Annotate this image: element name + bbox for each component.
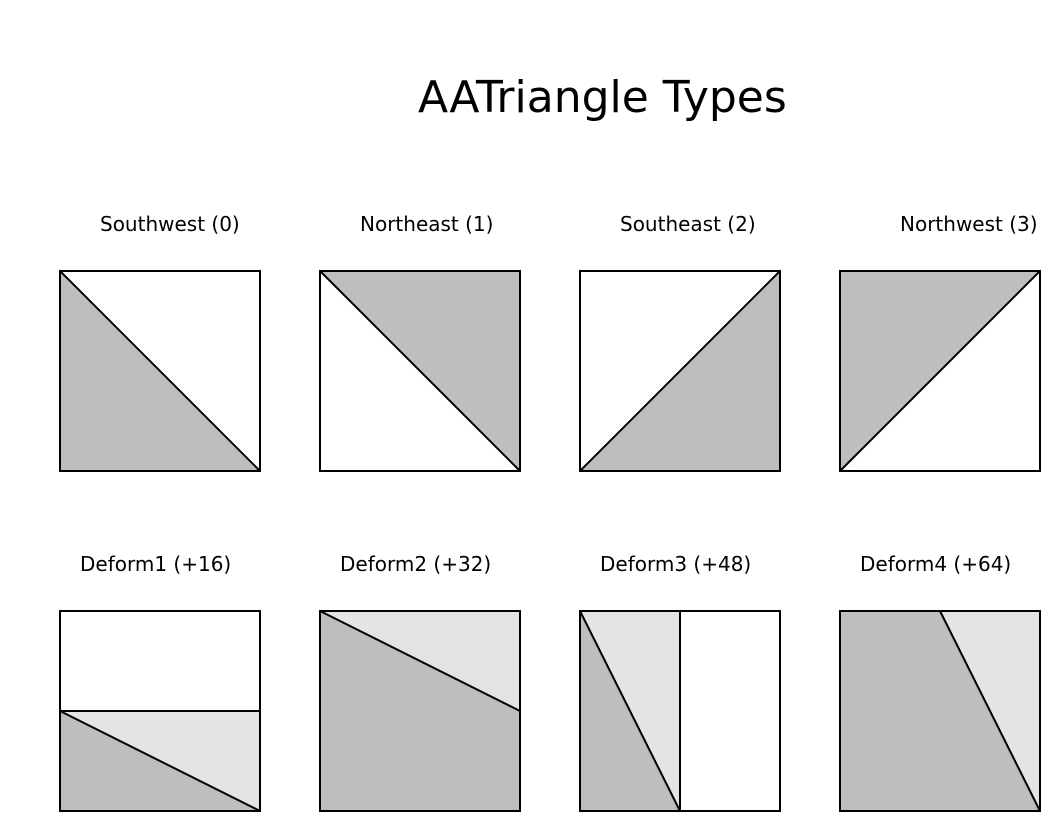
tile-border [579, 270, 781, 472]
tile-border [59, 270, 261, 472]
northwest-triangle-graphic [839, 270, 1041, 472]
deform1-graphic [59, 610, 261, 812]
deform3-graphic [579, 610, 781, 812]
tile-label-southeast: Southeast (2) [620, 212, 756, 236]
northeast-triangle-graphic [319, 270, 521, 472]
diagonal-line [939, 610, 1041, 812]
tile-border [319, 610, 521, 812]
tile-southeast [579, 270, 781, 472]
tile-label-northwest: Northwest (3) [900, 212, 1038, 236]
southeast-triangle-graphic [579, 270, 781, 472]
tile-border [579, 610, 781, 812]
tile-deform1 [59, 610, 261, 812]
tile-border [839, 270, 1041, 472]
diagonal-line [839, 270, 1041, 472]
tile-label-deform4: Deform4 (+64) [860, 552, 1012, 576]
tile-northwest [839, 270, 1041, 472]
tile-northeast [319, 270, 521, 472]
diagonal-line [319, 270, 521, 472]
tile-southwest [59, 270, 261, 472]
tile-border [319, 270, 521, 472]
tile-deform2 [319, 610, 521, 812]
diagonal-line [579, 270, 781, 472]
diagram-title: AATriangle Types [418, 72, 787, 123]
tile-label-deform3: Deform3 (+48) [600, 552, 752, 576]
dark-region [840, 611, 1040, 811]
tile-deform3 [579, 610, 781, 812]
tile-label-northeast: Northeast (1) [360, 212, 494, 236]
tile-border [839, 610, 1041, 812]
southwest-triangle-graphic [59, 270, 261, 472]
deform2-graphic [319, 610, 521, 812]
deform4-graphic [839, 610, 1041, 812]
diagonal-line [59, 270, 261, 472]
tile-deform4 [839, 610, 1041, 812]
dark-region [320, 611, 520, 811]
diagonal-line [579, 610, 681, 812]
diagonal-line [59, 710, 261, 812]
tile-label-southwest: Southwest (0) [100, 212, 240, 236]
diagonal-line [319, 610, 521, 712]
tile-border [59, 610, 261, 812]
tile-label-deform2: Deform2 (+32) [340, 552, 492, 576]
tile-label-deform1: Deform1 (+16) [80, 552, 232, 576]
